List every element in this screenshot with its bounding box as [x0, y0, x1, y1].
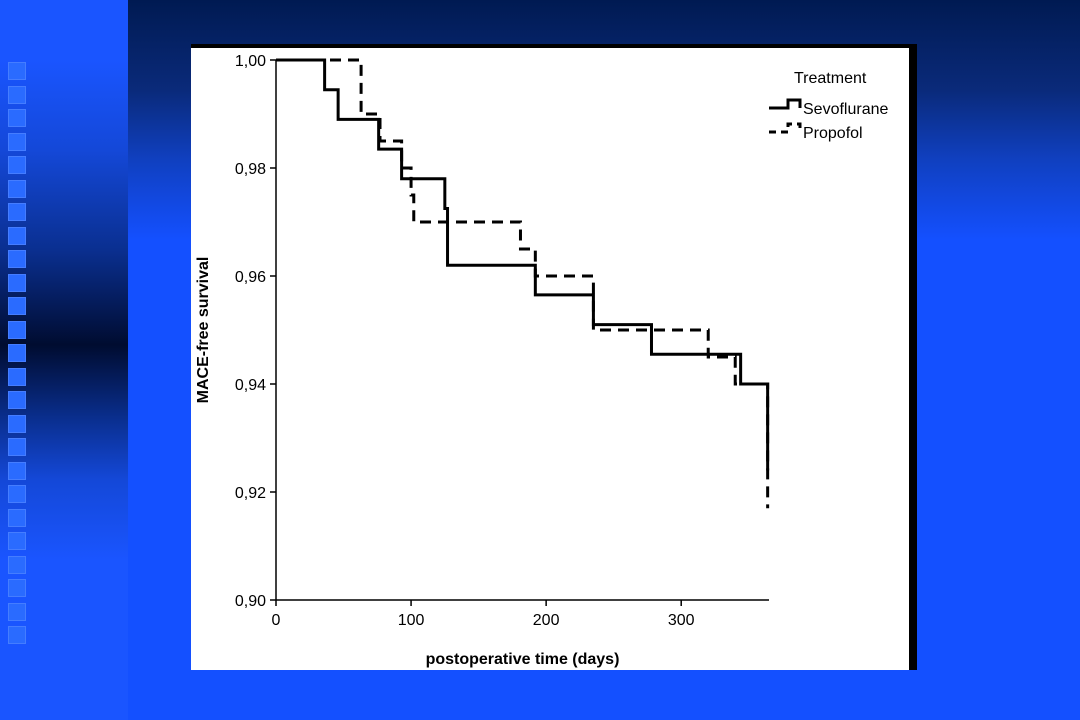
survival-line-sevoflurane: [276, 58, 770, 471]
decorative-square: [8, 414, 26, 433]
y-tick-label: 0,94: [235, 377, 266, 394]
decorative-square: [8, 85, 26, 104]
x-tick-label: 300: [668, 612, 695, 629]
decorative-square: [8, 461, 26, 480]
chart-legend: Sevoflurane Propofol: [769, 98, 888, 142]
x-axis-title: postoperative time (days): [426, 651, 620, 668]
legend-swatch-sevoflurane: [769, 98, 802, 110]
survival-chart: 0,90 0,92 0,94 0,96 0,98 1,00 0 100 200 300 Sevof…: [195, 53, 888, 668]
decorative-square: [8, 62, 26, 80]
decorative-square: [8, 226, 26, 245]
x-tick-label: 0: [272, 612, 281, 629]
legend-label-sevoflurane: Sevoflurane: [803, 101, 888, 118]
x-tick-label: 200: [533, 612, 560, 629]
plot-lines: [276, 58, 770, 509]
y-tick-label: 0,96: [235, 269, 266, 286]
decorative-square: [8, 391, 26, 409]
y-tick-label: 1,00: [235, 53, 266, 70]
legend-label-propofol: Propofol: [803, 125, 863, 142]
decorative-square-column: [8, 62, 30, 650]
decorative-square: [8, 203, 26, 221]
decorative-square: [8, 273, 26, 292]
chart-axes: 0,90 0,92 0,94 0,96 0,98 1,00 0 100 200 300: [235, 53, 769, 629]
y-tick-label: 0,98: [235, 161, 266, 178]
x-tick-label: 100: [398, 612, 425, 629]
decorative-square: [8, 109, 26, 127]
decorative-square: [8, 508, 26, 527]
decorative-square: [8, 602, 26, 621]
decorative-square: [8, 132, 26, 151]
decorative-square: [8, 344, 26, 362]
decorative-square: [8, 579, 26, 597]
chart-panel: 0,90 0,92 0,94 0,96 0,98 1,00 0 100 200 300 Sevof…: [191, 48, 909, 670]
decorative-square: [8, 532, 26, 550]
left-decorative-strip: [0, 0, 128, 720]
legend-title: Treatment: [794, 70, 867, 87]
decorative-square: [8, 485, 26, 503]
y-tick-label: 0,92: [235, 485, 266, 502]
decorative-square: [8, 367, 26, 386]
survival-line-propofol: [276, 58, 770, 509]
decorative-square: [8, 297, 26, 315]
decorative-square: [8, 250, 26, 268]
y-tick-label: 0,90: [235, 593, 266, 610]
decorative-square: [8, 626, 26, 644]
decorative-square: [8, 179, 26, 198]
decorative-square: [8, 156, 26, 174]
decorative-square: [8, 320, 26, 339]
legend-swatch-propofol: [769, 122, 802, 134]
decorative-square: [8, 555, 26, 574]
y-axis-title: MACE-free survival: [195, 257, 212, 404]
decorative-square: [8, 438, 26, 456]
